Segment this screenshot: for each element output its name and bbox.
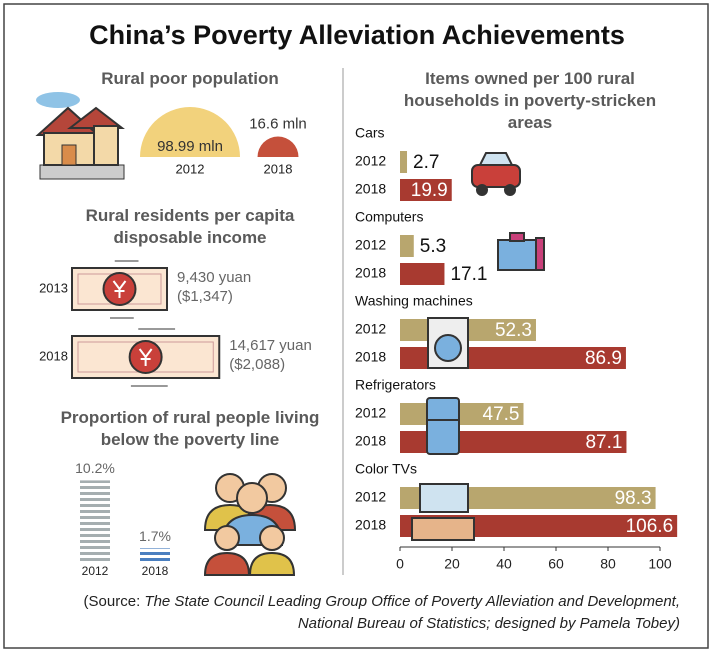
value-label: 9,430 yuan <box>177 269 251 286</box>
group-label: Refrigerators <box>355 377 436 393</box>
bar <box>400 235 414 257</box>
value-label: 19.9 <box>411 180 448 201</box>
fridge-icon <box>426 397 460 455</box>
section-title: Rural residents per capita disposable in… <box>85 206 295 247</box>
series-label: 2012 <box>355 489 386 505</box>
value-label: 16.6 mln <box>249 115 307 132</box>
value-label: 52.3 <box>495 320 532 341</box>
half-disc <box>140 107 240 157</box>
value-label: 17.1 <box>450 264 487 285</box>
source-prefix: (Source: <box>83 593 141 610</box>
section-title: Proportion of rural people living below … <box>60 408 320 449</box>
category-label: 2018 <box>142 564 169 578</box>
series-label: 2018 <box>355 433 386 449</box>
group-label: Washing machines <box>355 293 473 309</box>
value-label: 87.1 <box>585 432 622 453</box>
yen-glyph <box>112 280 127 298</box>
marks: 98.99 mln 2012 16.6 mln 2018 2013 9,430 yuan (… <box>39 107 678 578</box>
tv-icon <box>411 483 475 541</box>
series-label: 2018 <box>355 265 386 281</box>
washer-icon <box>427 317 469 369</box>
group-label: Cars <box>355 125 385 141</box>
series-label: 2012 <box>355 405 386 421</box>
bar <box>400 151 408 173</box>
series-label: 2012 <box>355 237 386 253</box>
yen-glyph <box>138 348 153 366</box>
value-label: 2.7 <box>413 152 439 173</box>
x-tick-label: 60 <box>548 556 564 572</box>
title: China’s Poverty Alleviation Achievements <box>89 20 625 50</box>
x-tick-label: 0 <box>396 556 404 572</box>
value-label: 47.5 <box>483 404 520 425</box>
series-label: 2018 <box>355 181 386 197</box>
category-label: 2018 <box>39 348 68 363</box>
x-tick-label: 80 <box>600 556 616 572</box>
x-tick-label: 100 <box>648 556 672 572</box>
computer-icon <box>497 232 545 271</box>
group-label: Computers <box>355 209 423 225</box>
category-label: 2018 <box>264 161 293 176</box>
value-label: 10.2% <box>75 460 115 476</box>
category-label: 2012 <box>176 161 205 176</box>
bar <box>400 179 452 201</box>
source-credit: designed by Pamela Tobey) <box>494 615 680 632</box>
series-label: 2012 <box>355 153 386 169</box>
bar <box>400 263 445 285</box>
category-label: 2013 <box>39 280 68 295</box>
frame <box>3 3 709 649</box>
source: National Bureau of Statistics; designed … <box>20 614 680 634</box>
source-agency: The State Council Leading Group Office o… <box>144 593 680 610</box>
house-icon <box>35 92 125 180</box>
value-label: 5.3 <box>420 236 446 257</box>
series-label: 2018 <box>355 517 386 533</box>
value-label: 14,617 yuan <box>229 337 312 354</box>
source: (Source: The State Council Leading Group… <box>20 592 680 612</box>
value-label: 98.3 <box>615 488 652 509</box>
source-agency: National Bureau of Statistics; <box>297 615 491 632</box>
bar <box>140 548 170 562</box>
section-title: Items owned per 100 rural households in … <box>403 69 657 132</box>
series-label: 2012 <box>355 321 386 337</box>
usd-label: ($1,347) <box>177 288 233 305</box>
value-label: 98.99 mln <box>157 138 223 155</box>
people-icon <box>203 473 297 576</box>
group-label: Color TVs <box>355 461 417 477</box>
section-title: Rural poor population <box>101 69 279 88</box>
car-icon <box>471 152 521 196</box>
x-tick-label: 40 <box>496 556 512 572</box>
bar <box>80 480 110 562</box>
usd-label: ($2,088) <box>229 356 285 373</box>
category-label: 2012 <box>82 564 109 578</box>
x-tick-label: 20 <box>444 556 460 572</box>
value-label: 106.6 <box>626 516 674 537</box>
half-disc <box>257 136 299 157</box>
value-label: 1.7% <box>139 528 171 544</box>
value-label: 86.9 <box>585 348 622 369</box>
series-label: 2018 <box>355 349 386 365</box>
